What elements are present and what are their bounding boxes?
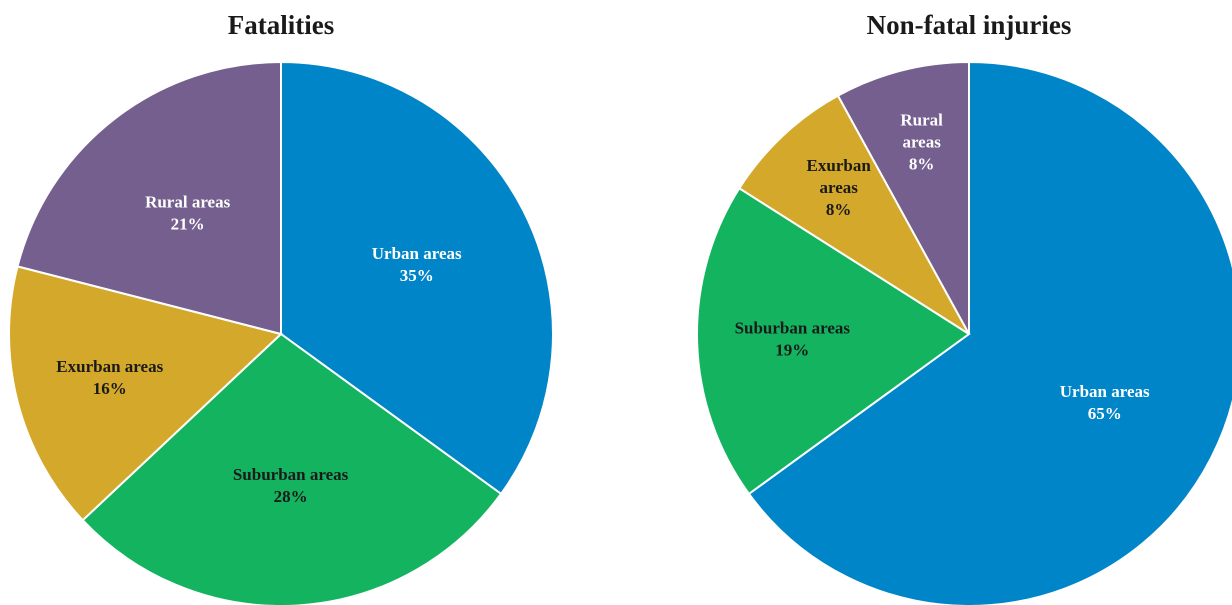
pie-slice	[8, 265, 284, 522]
slice-value-label: 21%	[171, 215, 205, 234]
chart-title: Fatalities	[228, 10, 334, 40]
pie-slice	[16, 60, 282, 336]
slice-label: Suburban areas	[233, 465, 349, 484]
pie-slice	[81, 332, 503, 605]
slice-value-label: 16%	[93, 379, 127, 398]
slice-value-label: 35%	[400, 266, 434, 285]
slice-label: Urban areas	[1060, 382, 1150, 401]
pie-slice	[836, 60, 970, 335]
pie-slice	[747, 60, 1232, 605]
slice-value-label: 8%	[826, 200, 852, 219]
slice-value-label: 19%	[775, 340, 809, 359]
slice-value-label: 65%	[1088, 404, 1122, 423]
pie-slice	[696, 186, 971, 496]
slice-label: Suburban areas	[735, 318, 851, 337]
slice-label: Urban areas	[372, 244, 462, 263]
slice-label: Exurban areas	[807, 156, 872, 197]
slice-label: Rural areas	[900, 110, 943, 151]
slice-value-label: 8%	[909, 154, 935, 173]
chart-title: Non-fatal injuries	[867, 10, 1072, 40]
slice-label: Exurban areas	[56, 357, 163, 376]
slice-label: Rural areas	[145, 193, 231, 212]
pie-slice	[737, 94, 970, 335]
slice-value-label: 28%	[274, 487, 308, 506]
pie-slice	[280, 60, 554, 496]
